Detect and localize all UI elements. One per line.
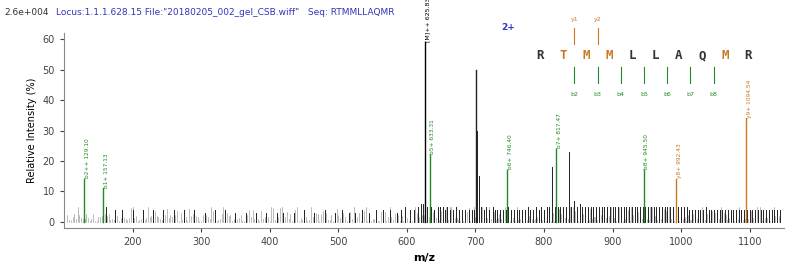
Text: L: L xyxy=(629,49,636,62)
Text: y2: y2 xyxy=(594,17,602,22)
Text: M: M xyxy=(582,49,590,62)
Text: b7: b7 xyxy=(686,92,694,97)
Text: b5: b5 xyxy=(640,92,648,97)
Text: Locus:1.1.1.628.15 File:"20180205_002_gel_CSB.wiff"   Seq: RTMMLLAQMR: Locus:1.1.1.628.15 File:"20180205_002_ge… xyxy=(56,8,394,17)
Y-axis label: Relative Intensity (%): Relative Intensity (%) xyxy=(27,78,37,183)
Text: y8+ 992.43: y8+ 992.43 xyxy=(677,144,682,178)
Text: 2+: 2+ xyxy=(501,23,515,32)
Text: 2.6e+004: 2.6e+004 xyxy=(4,8,49,17)
Text: L: L xyxy=(652,49,659,62)
Text: [M]++ 625.83: [M]++ 625.83 xyxy=(426,0,430,42)
Text: M: M xyxy=(606,49,613,62)
Text: A: A xyxy=(675,49,682,62)
Text: b6: b6 xyxy=(663,92,671,97)
Text: b8: b8 xyxy=(710,92,718,97)
Text: y9+ 1094.54: y9+ 1094.54 xyxy=(746,79,752,118)
Text: b2++ 129.10: b2++ 129.10 xyxy=(85,139,90,178)
Text: R: R xyxy=(536,49,543,62)
Text: b4: b4 xyxy=(617,92,625,97)
Text: b2: b2 xyxy=(570,92,578,97)
Text: b5+ 633.31: b5+ 633.31 xyxy=(430,119,435,154)
Text: T: T xyxy=(559,49,566,62)
Text: b1+ 157.13: b1+ 157.13 xyxy=(104,153,109,188)
Text: M: M xyxy=(722,49,729,62)
Text: b3: b3 xyxy=(594,92,602,97)
Text: b7+ 817.47: b7+ 817.47 xyxy=(557,113,562,148)
Text: y1: y1 xyxy=(570,17,578,22)
Text: Q: Q xyxy=(698,49,706,62)
X-axis label: m/z: m/z xyxy=(413,252,435,262)
Text: R: R xyxy=(745,49,752,62)
Text: b6+ 746.40: b6+ 746.40 xyxy=(508,135,513,169)
Text: b8+ 945.50: b8+ 945.50 xyxy=(645,134,650,169)
